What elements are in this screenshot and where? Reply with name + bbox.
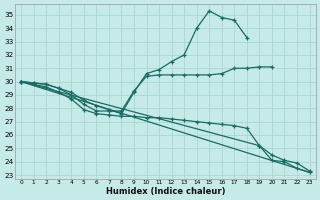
X-axis label: Humidex (Indice chaleur): Humidex (Indice chaleur) (106, 187, 225, 196)
